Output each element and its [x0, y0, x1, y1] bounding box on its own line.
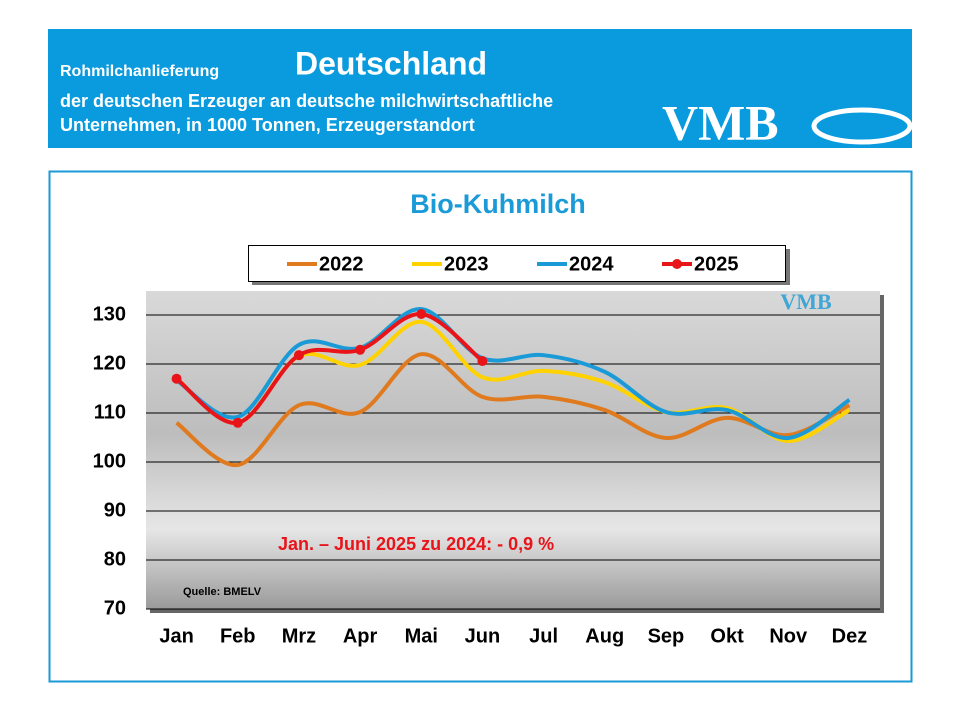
header-line1-small: Rohmilchanlieferung — [60, 63, 219, 80]
y-tick-label: 90 — [104, 499, 126, 521]
series-line — [175, 307, 851, 440]
header-line1-big: Deutschland — [295, 45, 487, 81]
legend-box — [248, 245, 786, 282]
legend-label: 2022 — [319, 253, 364, 275]
x-tick-label: Jan — [159, 625, 193, 647]
point-marker — [171, 373, 182, 384]
series-line — [175, 312, 484, 425]
y-tick-label: 130 — [93, 303, 126, 325]
x-tick-label: Okt — [710, 625, 744, 647]
legend-label: 2024 — [569, 253, 614, 275]
x-tick-label: Nov — [769, 625, 808, 647]
y-tick-label: 120 — [93, 352, 126, 374]
header-line2: der deutschen Erzeuger an deutsche milch… — [60, 91, 553, 111]
header-band — [48, 29, 912, 148]
plot-area — [146, 291, 880, 609]
x-tick-label: Jun — [465, 625, 501, 647]
series-line — [175, 352, 851, 467]
point-marker — [232, 417, 243, 428]
annotation: Jan. – Juni 2025 zu 2024: - 0,9 % — [278, 534, 554, 554]
chart-title: Bio-Kuhmilch — [410, 189, 586, 219]
legend-marker — [672, 259, 682, 269]
y-tick-label: 70 — [104, 597, 126, 619]
header-line3: Unternehmen, in 1000 Tonnen, Erzeugersta… — [60, 115, 475, 135]
point-marker — [355, 344, 366, 355]
point-marker — [293, 350, 304, 361]
point-marker — [416, 309, 427, 320]
logo-swirl — [811, 107, 913, 145]
legend-label: 2025 — [694, 253, 739, 275]
x-tick-label: Apr — [343, 625, 378, 647]
x-tick-label: Aug — [585, 625, 624, 647]
x-tick-label: Feb — [220, 625, 256, 647]
x-tick-label: Mrz — [282, 625, 316, 647]
x-tick-label: Mai — [405, 625, 438, 647]
logo: VMB — [662, 94, 779, 150]
x-tick-label: Jul — [529, 625, 558, 647]
source: Quelle: BMELV — [183, 586, 262, 598]
x-tick-label: Dez — [832, 625, 868, 647]
y-tick-label: 100 — [93, 450, 126, 472]
y-tick-label: 110 — [94, 401, 126, 423]
point-marker — [477, 356, 488, 367]
legend-label: 2023 — [444, 253, 489, 275]
x-tick-label: Sep — [648, 625, 685, 647]
watermark-logo: VMB — [780, 289, 832, 314]
y-tick-label: 80 — [104, 548, 126, 570]
